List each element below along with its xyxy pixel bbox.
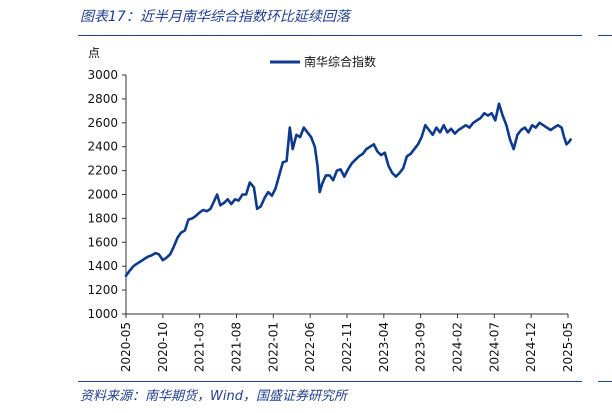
source-rule-stub [598,381,612,382]
legend-label: 南华综合指数 [304,54,376,69]
x-tick-label: 2024-12 [524,322,538,372]
series-line [124,102,572,278]
series-group [124,102,572,278]
y-tick-label: 3000 [87,68,118,82]
y-tick-label: 1200 [87,283,118,297]
x-tick-label: 2021-08 [230,322,244,372]
title-rule-stub [598,35,612,36]
x-axis-ticks: 2020-05 2020-10 2021-03 2021-08 2022-01 2022-… [119,314,575,372]
y-tick-label: 2800 [87,92,118,106]
y-axis-label: 点 [88,46,100,60]
x-tick-label: 2020-05 [119,322,133,372]
x-tick-label: 2022-11 [340,322,354,372]
y-tick-label: 2600 [87,116,118,130]
y-axis-ticks: 1000 1200 1400 1600 1800 2000 2200 2400 2600 2800… [87,68,126,321]
title-rule [78,35,582,36]
y-tick-label: 1000 [87,307,118,321]
x-tick-label: 2020-10 [156,322,170,372]
source-rule [78,381,582,382]
source-note: 资料来源：南华期货，Wind，国盛证券研究所 [80,389,347,404]
x-tick-label: 2022-01 [266,322,280,372]
x-tick-label: 2024-02 [451,322,465,372]
y-tick-label: 1400 [87,259,118,273]
figure-title: 图表17：近半月南华综合指数环比延续回落 [80,9,350,25]
x-tick-label: 2023-09 [414,322,428,372]
x-tick-label: 2023-04 [377,322,391,372]
chart-legend: 南华综合指数 [270,54,376,69]
y-tick-label: 2000 [87,188,118,202]
y-tick-label: 2400 [87,140,118,154]
x-tick-label: 2022-06 [303,322,317,372]
x-tick-label: 2024-07 [487,322,501,372]
y-tick-label: 2200 [87,164,118,178]
y-tick-label: 1800 [87,211,118,225]
x-tick-label: 2025-05 [561,322,575,372]
y-tick-label: 1600 [87,235,118,249]
x-tick-label: 2021-03 [193,322,207,372]
